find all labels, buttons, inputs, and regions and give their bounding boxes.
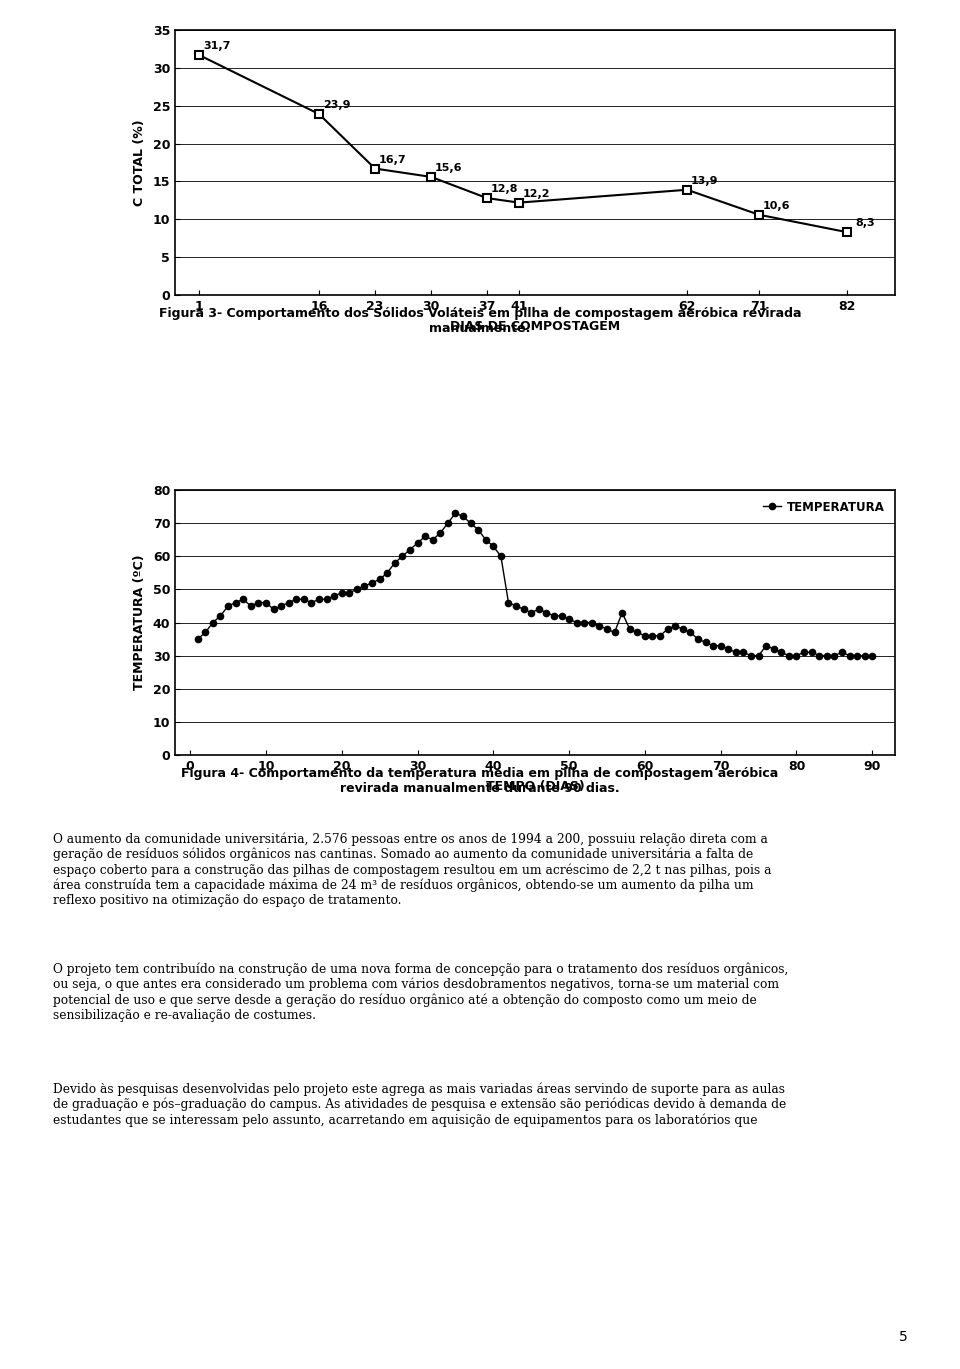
X-axis label: DIAS DE COMPOSTAGEM: DIAS DE COMPOSTAGEM [450,320,620,333]
Text: O projeto tem contribuído na construção de uma nova forma de concepção para o tr: O projeto tem contribuído na construção … [53,962,788,1021]
Y-axis label: TEMPERATURA (ºC): TEMPERATURA (ºC) [132,554,146,690]
Text: 15,6: 15,6 [435,163,463,172]
Text: 31,7: 31,7 [203,41,230,51]
Text: 13,9: 13,9 [691,177,718,186]
Text: O aumento da comunidade universitária, 2.576 pessoas entre os anos de 1994 a 200: O aumento da comunidade universitária, 2… [53,832,771,908]
Legend: TEMPERATURA: TEMPERATURA [758,496,889,519]
Text: Figura 3- Comportamento dos Sólidos Voláteis em pilha de compostagem aeróbica re: Figura 3- Comportamento dos Sólidos Volá… [158,307,802,335]
Text: 23,9: 23,9 [323,100,350,111]
Y-axis label: C TOTAL (%): C TOTAL (%) [132,119,146,205]
Text: 16,7: 16,7 [379,155,407,164]
X-axis label: TEMPO (DIAS): TEMPO (DIAS) [486,780,585,793]
Text: 8,3: 8,3 [855,219,875,229]
Text: 12,8: 12,8 [491,185,518,194]
Text: 5: 5 [899,1331,907,1344]
Text: 10,6: 10,6 [763,201,790,211]
Text: Figura 4- Comportamento da temperatura média em pilha de compostagem aeróbica
re: Figura 4- Comportamento da temperatura m… [181,767,779,795]
Text: Devido às pesquisas desenvolvidas pelo projeto este agrega as mais variadas área: Devido às pesquisas desenvolvidas pelo p… [53,1082,786,1127]
Text: 12,2: 12,2 [523,189,550,199]
